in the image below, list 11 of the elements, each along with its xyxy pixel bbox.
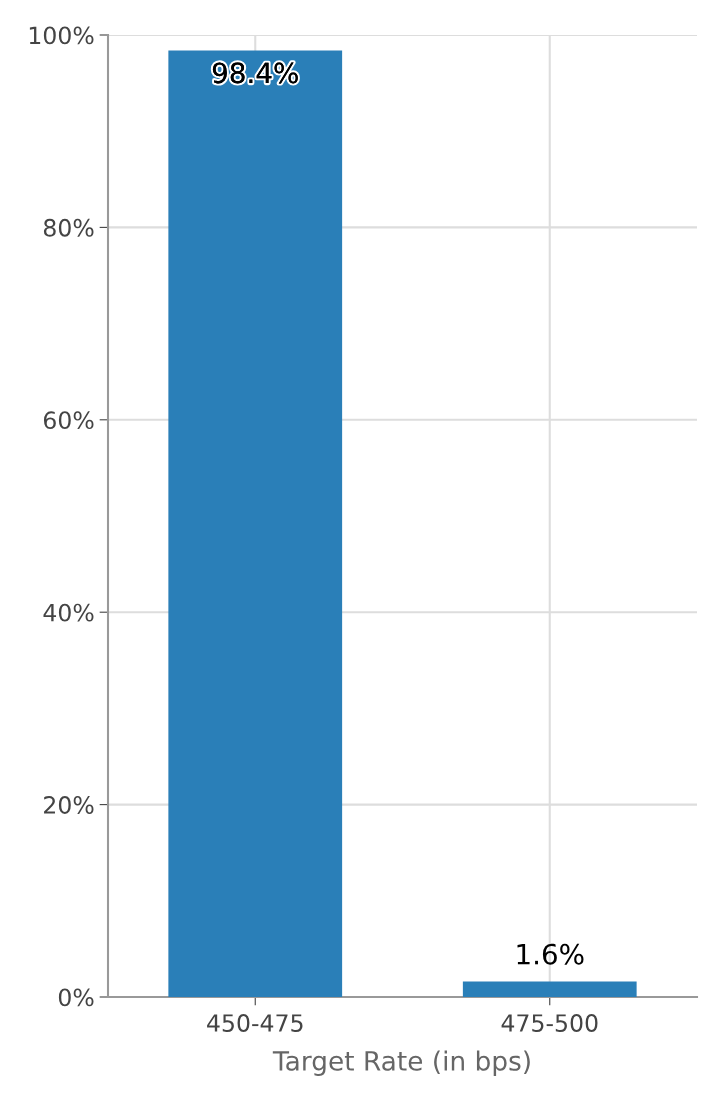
y-tick-label: 60%	[43, 411, 94, 430]
y-tick-label: 80%	[43, 218, 94, 237]
y-tick-label: 20%	[44, 796, 94, 814]
x-axis-title: Target Rate (in bps)	[272, 1050, 530, 1076]
x-tick-label: 450-475	[207, 1014, 303, 1032]
y-tick-label: 0%	[58, 988, 94, 1007]
y-tick-label: 40%	[43, 603, 94, 622]
data-label: 1.6%	[517, 943, 584, 965]
x-tick-label: 475-500	[501, 1014, 598, 1032]
y-tick-label: 100%	[29, 26, 94, 45]
data-label: 98.4%	[212, 62, 298, 84]
